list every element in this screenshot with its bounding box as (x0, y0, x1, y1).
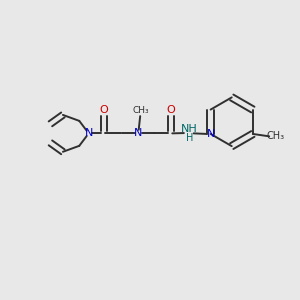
Text: NH: NH (181, 124, 198, 134)
Text: N: N (134, 128, 142, 138)
Text: CH₃: CH₃ (132, 106, 149, 115)
Text: N: N (85, 128, 93, 138)
Text: CH₃: CH₃ (267, 131, 285, 141)
Text: O: O (167, 105, 175, 115)
Text: N: N (206, 129, 215, 139)
Text: O: O (99, 105, 108, 115)
Text: H: H (186, 133, 194, 143)
